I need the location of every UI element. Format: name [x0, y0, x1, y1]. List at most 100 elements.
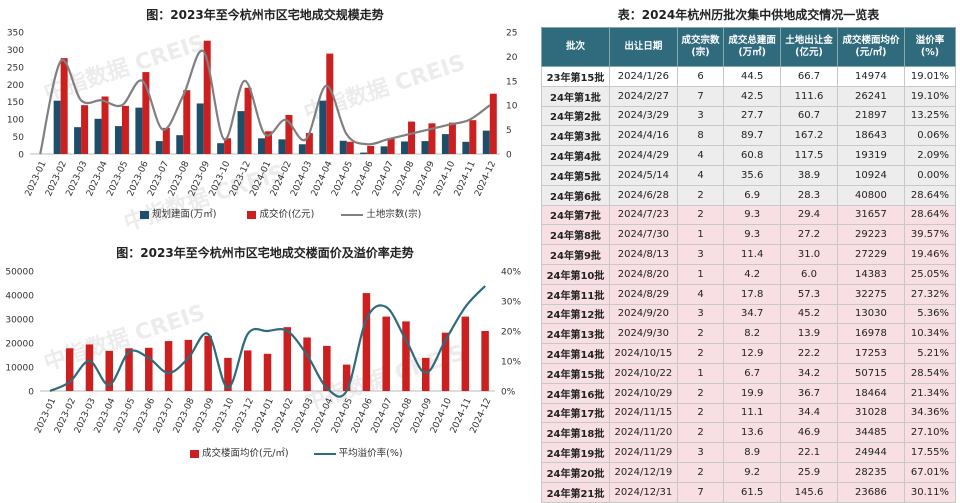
bar-series0: [184, 339, 193, 391]
table-row: 24年第12批 2024/9/20 3 34.7 45.2 13030 5.36%: [541, 303, 957, 325]
y-tick-label: 350: [7, 29, 24, 39]
table-cell: 2: [676, 422, 725, 444]
bar-series1: [101, 96, 109, 154]
batch-cell: 24年第15批: [541, 362, 610, 384]
table-cell: 27.2: [780, 224, 838, 246]
y-tick-label: 150: [7, 98, 24, 108]
table-cell: 2024/4/16: [608, 125, 678, 147]
table-cell: 89.7: [723, 125, 782, 147]
y2-tick-label: 20: [506, 53, 518, 63]
table-header-cell: 溢价率 (%): [903, 27, 957, 67]
y-tick-label: 250: [7, 63, 24, 73]
bar-series0: [482, 130, 490, 154]
table-cell: 3: [676, 442, 725, 463]
bar-series0: [298, 144, 306, 154]
y2-tick-label: 10%: [501, 358, 521, 368]
bar-series0: [105, 350, 113, 391]
bar-series1: [162, 127, 170, 154]
table-cell: 6.7: [723, 362, 782, 384]
table-cell: 25.05%: [903, 263, 957, 285]
table-cell: 21.34%: [903, 382, 957, 404]
table-row: 24年第3批 2024/4/16 8 89.7 167.2 18643 0.06%: [541, 125, 957, 147]
bar-series0: [164, 341, 173, 391]
bar-series0: [323, 345, 331, 391]
table-cell: 2024/10/29: [608, 382, 678, 404]
table-cell: 5.21%: [903, 343, 957, 364]
series-line: [39, 49, 491, 155]
table-cell: 34.4: [780, 402, 838, 424]
bar-series1: [346, 141, 354, 154]
table-cell: 7: [676, 85, 725, 107]
table-cell: 2024/1/26: [608, 66, 678, 87]
table-cell: 4: [676, 283, 725, 305]
bar-series1: [60, 58, 68, 155]
table-cell: 2: [676, 402, 725, 424]
batch-cell: 24年第10批: [541, 263, 610, 285]
table-cell: 22.2: [780, 343, 838, 364]
y-tick-label: 200: [7, 81, 24, 91]
bar-series0: [224, 357, 232, 391]
table-cell: 21897: [836, 105, 905, 127]
table-cell: 2024/9/20: [608, 303, 678, 325]
bar-series1: [121, 105, 129, 154]
table-cell: 1: [676, 263, 725, 285]
table-cell: 34.36%: [903, 402, 957, 424]
table-cell: 19.9: [723, 382, 782, 404]
table-cell: 2024/12/19: [608, 461, 678, 483]
bar-series0: [461, 316, 470, 391]
table-cell: 2024/12/31: [608, 481, 678, 503]
bar-series0: [360, 152, 368, 154]
bar-series1: [142, 72, 150, 154]
batch-cell: 24年第8批: [541, 224, 610, 246]
table-cell: 4.2: [723, 263, 782, 285]
table-cell: 34.2: [780, 362, 838, 384]
bar-series0: [380, 146, 388, 154]
y2-tick-label: 10: [506, 102, 518, 112]
table-cell: 36.7: [780, 382, 838, 404]
bar-series0: [65, 348, 74, 391]
bar-series1: [81, 105, 89, 154]
table-cell: 2024/10/22: [608, 362, 678, 384]
y2-tick-label: 30%: [501, 298, 521, 308]
table-cell: 34.7: [723, 303, 782, 325]
batch-cell: 24年第20批: [541, 461, 610, 483]
bar-series0: [283, 327, 292, 391]
y-tick-label: 100: [7, 116, 24, 126]
table-cell: 14383: [836, 263, 905, 285]
table-cell: 19319: [836, 145, 905, 166]
table-cell: 1: [676, 362, 725, 384]
table-cell: 3: [676, 105, 725, 127]
table-row: 24年第9批 2024/8/13 3 11.4 31.0 27229 19.46%: [541, 244, 957, 265]
bar-series1: [408, 121, 416, 154]
table-cell: 28.3: [780, 184, 838, 206]
bar-series0: [342, 364, 351, 391]
table-row: 23年第15批 2024/1/26 6 44.5 66.7 14974 19.01%: [541, 66, 957, 87]
bar-series1: [448, 122, 456, 154]
bar-series0: [237, 111, 245, 154]
table-cell: 42.5: [723, 85, 782, 107]
table-cell: 40800: [836, 184, 905, 206]
table-cell: 7: [676, 481, 725, 503]
series-line: [49, 285, 486, 398]
batch-cell: 24年第2批: [541, 105, 610, 127]
table-cell: 17.55%: [903, 442, 957, 463]
table-cell: 6.9: [723, 184, 782, 206]
table-row: 24年第5批 2024/5/14 4 35.6 38.9 10924 0.00%: [541, 164, 957, 186]
bar-series0: [441, 134, 449, 154]
table-row: 24年第14批 2024/10/15 2 12.9 22.2 17253 5.21%: [541, 343, 957, 364]
legend-item-count: 土地宗数(宗): [341, 209, 421, 220]
bar-series0: [278, 139, 286, 154]
table-cell: 31657: [836, 204, 905, 226]
table-cell: 28.54%: [903, 362, 957, 384]
table-cell: 17.8: [723, 283, 782, 305]
table-cell: 9.3: [723, 224, 782, 246]
bar-series0: [53, 100, 61, 154]
batch-cell: 24年第16批: [541, 382, 610, 404]
y-tick-label: 10000: [5, 364, 34, 374]
scale-trend-chart: 05010015020025030035005101520252023-0120…: [7, 29, 518, 199]
table-cell: 4: [676, 145, 725, 166]
table-cell: 22.1: [780, 442, 838, 463]
table-row: 24年第17批 2024/11/15 2 11.1 34.4 31028 34.36%: [541, 402, 957, 424]
bar-series0: [74, 127, 82, 154]
table-cell: 31028: [836, 402, 905, 424]
